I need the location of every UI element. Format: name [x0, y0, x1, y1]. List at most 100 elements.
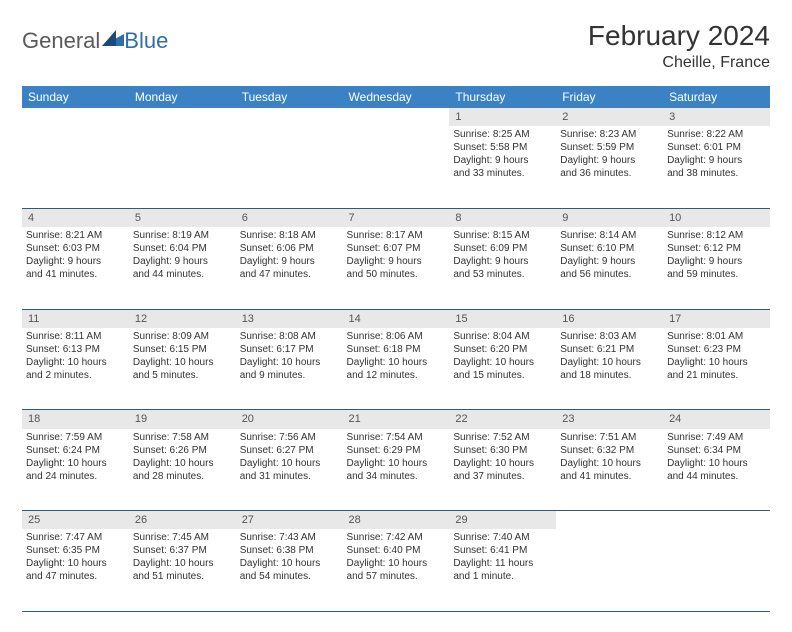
sunrise-text: Sunrise: 7:52 AM	[453, 431, 552, 444]
day-number-cell: 15	[449, 309, 556, 328]
day-detail-row: Sunrise: 8:21 AMSunset: 6:03 PMDaylight:…	[22, 227, 770, 309]
day-detail-cell: Sunrise: 8:22 AMSunset: 6:01 PMDaylight:…	[663, 126, 770, 208]
daylight-text: Daylight: 10 hours	[26, 356, 125, 369]
daylight-text: and 44 minutes.	[133, 268, 232, 281]
daylight-text: Daylight: 9 hours	[667, 255, 766, 268]
daylight-text: Daylight: 10 hours	[240, 457, 339, 470]
daylight-text: and 31 minutes.	[240, 470, 339, 483]
sunset-text: Sunset: 6:13 PM	[26, 343, 125, 356]
daylight-text: Daylight: 9 hours	[667, 154, 766, 167]
daylight-text: and 12 minutes.	[347, 369, 446, 382]
day-number-row: 11121314151617	[22, 309, 770, 328]
day-number-cell: 26	[129, 511, 236, 530]
day-detail-cell	[236, 126, 343, 208]
sunset-text: Sunset: 6:07 PM	[347, 242, 446, 255]
day-number-cell	[22, 108, 129, 126]
day-detail-cell: Sunrise: 7:40 AMSunset: 6:41 PMDaylight:…	[449, 529, 556, 611]
sunset-text: Sunset: 5:59 PM	[560, 141, 659, 154]
daylight-text: Daylight: 10 hours	[667, 356, 766, 369]
daylight-text: Daylight: 10 hours	[240, 557, 339, 570]
day-detail-cell: Sunrise: 7:49 AMSunset: 6:34 PMDaylight:…	[663, 429, 770, 511]
day-detail-cell: Sunrise: 7:43 AMSunset: 6:38 PMDaylight:…	[236, 529, 343, 611]
day-number-cell: 11	[22, 309, 129, 328]
day-detail-cell: Sunrise: 8:01 AMSunset: 6:23 PMDaylight:…	[663, 328, 770, 410]
sunset-text: Sunset: 6:17 PM	[240, 343, 339, 356]
day-number-cell: 20	[236, 410, 343, 429]
sunrise-text: Sunrise: 7:59 AM	[26, 431, 125, 444]
sunset-text: Sunset: 6:23 PM	[667, 343, 766, 356]
daylight-text: and 2 minutes.	[26, 369, 125, 382]
day-detail-cell: Sunrise: 8:15 AMSunset: 6:09 PMDaylight:…	[449, 227, 556, 309]
sunset-text: Sunset: 6:10 PM	[560, 242, 659, 255]
sunset-text: Sunset: 6:29 PM	[347, 444, 446, 457]
sunrise-text: Sunrise: 8:17 AM	[347, 229, 446, 242]
sunrise-text: Sunrise: 8:01 AM	[667, 330, 766, 343]
daylight-text: Daylight: 10 hours	[26, 457, 125, 470]
sunrise-text: Sunrise: 8:09 AM	[133, 330, 232, 343]
daylight-text: and 34 minutes.	[347, 470, 446, 483]
sunset-text: Sunset: 6:35 PM	[26, 544, 125, 557]
day-detail-cell	[129, 126, 236, 208]
weekday-header: Monday	[129, 86, 236, 108]
sunset-text: Sunset: 6:09 PM	[453, 242, 552, 255]
sunrise-text: Sunrise: 7:43 AM	[240, 531, 339, 544]
brand-part2: Blue	[124, 28, 168, 54]
day-detail-cell: Sunrise: 7:54 AMSunset: 6:29 PMDaylight:…	[343, 429, 450, 511]
sunset-text: Sunset: 6:24 PM	[26, 444, 125, 457]
day-number-cell	[556, 511, 663, 530]
day-number-cell: 1	[449, 108, 556, 126]
day-number-row: 45678910	[22, 208, 770, 227]
daylight-text: and 24 minutes.	[26, 470, 125, 483]
daylight-text: Daylight: 10 hours	[453, 356, 552, 369]
daylight-text: and 47 minutes.	[26, 570, 125, 583]
day-detail-cell: Sunrise: 7:52 AMSunset: 6:30 PMDaylight:…	[449, 429, 556, 511]
sunrise-text: Sunrise: 8:18 AM	[240, 229, 339, 242]
daylight-text: Daylight: 10 hours	[26, 557, 125, 570]
daylight-text: Daylight: 9 hours	[133, 255, 232, 268]
day-detail-cell: Sunrise: 8:08 AMSunset: 6:17 PMDaylight:…	[236, 328, 343, 410]
day-detail-cell	[556, 529, 663, 611]
brand-part1: General	[22, 28, 100, 54]
calendar-page: General Blue February 2024 Cheille, Fran…	[0, 0, 792, 632]
daylight-text: Daylight: 9 hours	[560, 154, 659, 167]
daylight-text: Daylight: 11 hours	[453, 557, 552, 570]
brand-logo: General Blue	[22, 20, 168, 54]
day-number-cell: 21	[343, 410, 450, 429]
daylight-text: and 44 minutes.	[667, 470, 766, 483]
day-number-cell: 28	[343, 511, 450, 530]
day-detail-row: Sunrise: 7:47 AMSunset: 6:35 PMDaylight:…	[22, 529, 770, 611]
daylight-text: Daylight: 9 hours	[347, 255, 446, 268]
day-detail-row: Sunrise: 7:59 AMSunset: 6:24 PMDaylight:…	[22, 429, 770, 511]
daylight-text: Daylight: 10 hours	[133, 356, 232, 369]
day-number-cell: 9	[556, 208, 663, 227]
daylight-text: Daylight: 10 hours	[560, 356, 659, 369]
day-number-cell	[343, 108, 450, 126]
sunrise-text: Sunrise: 8:19 AM	[133, 229, 232, 242]
day-detail-row: Sunrise: 8:11 AMSunset: 6:13 PMDaylight:…	[22, 328, 770, 410]
day-detail-cell: Sunrise: 8:23 AMSunset: 5:59 PMDaylight:…	[556, 126, 663, 208]
day-number-cell: 27	[236, 511, 343, 530]
day-number-cell: 22	[449, 410, 556, 429]
day-number-cell	[663, 511, 770, 530]
sunset-text: Sunset: 6:04 PM	[133, 242, 232, 255]
sunset-text: Sunset: 6:01 PM	[667, 141, 766, 154]
day-number-cell: 14	[343, 309, 450, 328]
day-detail-cell: Sunrise: 8:12 AMSunset: 6:12 PMDaylight:…	[663, 227, 770, 309]
sunset-text: Sunset: 6:27 PM	[240, 444, 339, 457]
sunset-text: Sunset: 6:03 PM	[26, 242, 125, 255]
sunrise-text: Sunrise: 8:04 AM	[453, 330, 552, 343]
sunrise-text: Sunrise: 8:22 AM	[667, 128, 766, 141]
calendar-body: 123Sunrise: 8:25 AMSunset: 5:58 PMDaylig…	[22, 108, 770, 611]
weekday-header: Friday	[556, 86, 663, 108]
daylight-text: Daylight: 10 hours	[347, 557, 446, 570]
sunrise-text: Sunrise: 7:56 AM	[240, 431, 339, 444]
daylight-text: and 50 minutes.	[347, 268, 446, 281]
day-number-cell: 4	[22, 208, 129, 227]
day-number-cell: 23	[556, 410, 663, 429]
sunrise-text: Sunrise: 7:40 AM	[453, 531, 552, 544]
sunrise-text: Sunrise: 7:54 AM	[347, 431, 446, 444]
sunset-text: Sunset: 5:58 PM	[453, 141, 552, 154]
weekday-header: Saturday	[663, 86, 770, 108]
daylight-text: Daylight: 10 hours	[240, 356, 339, 369]
sunrise-text: Sunrise: 8:15 AM	[453, 229, 552, 242]
